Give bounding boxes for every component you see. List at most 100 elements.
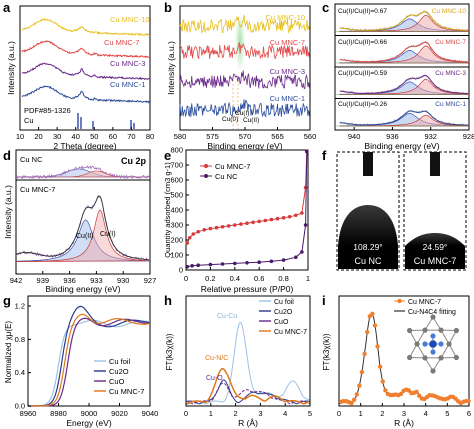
series-line (185, 367, 310, 405)
plot-frame (19, 5, 151, 131)
x-tick-labels: 0 1 2 3 4 5 (184, 403, 312, 418)
data-point (294, 213, 298, 218)
y-axis-label: Intensity (a.u.) (6, 41, 16, 95)
legend-label: Cu foil (109, 357, 131, 366)
series-label: Cu MNC-10 (110, 15, 150, 24)
legend-label: Cu MNC-7 (274, 329, 307, 336)
legend-label: Cu2O (274, 309, 293, 316)
carbon-atom (453, 354, 459, 361)
x-tick-label: 3 (402, 409, 406, 418)
bottom-sample-label: Cu MNC-7 (20, 185, 55, 194)
series-label: Cu MNC-7 (104, 38, 139, 47)
y-tick-label: 200 (170, 236, 183, 245)
y-axis-label: Intensity (a.u.) (3, 185, 13, 239)
panel-letter: h (164, 293, 172, 308)
y-axis-label: FT(k3χ(k)) (165, 333, 174, 370)
sample-label: Cu MNC-1 (435, 101, 466, 108)
cu-nc-spectrum (15, 165, 150, 180)
x-axis-label: R (Å) (238, 418, 258, 428)
plot-frame (185, 295, 311, 407)
plot-frame (15, 149, 151, 275)
series-label: Cu MNC-1 (270, 94, 305, 103)
legend-label: CuO (274, 319, 289, 326)
peak-highlight (235, 12, 245, 72)
data-point (416, 393, 422, 398)
panel-i: i Cu MNC-7 Cu-N4C4 fitting 0 1 2 3 4 5 6 R (Å)… (322, 293, 471, 428)
data-point (245, 261, 249, 265)
x-tick-label: 0 (337, 409, 341, 418)
raw-spectrum (15, 165, 150, 180)
y-tick-label: 0.0 (15, 402, 25, 411)
data-point (190, 264, 194, 268)
x-tick-label: 560 (304, 132, 317, 141)
y-axis-label: FT(k3χ(k)) (322, 333, 331, 370)
x-tick-label: 6 (467, 409, 471, 418)
data-point (351, 397, 357, 402)
x-tick-label: 70 (127, 132, 135, 141)
x-tick-labels: 0 1 2 3 4 5 6 (337, 403, 471, 418)
sample-label: Cu MNC-10 (432, 8, 467, 15)
legend-labels: Cu MNC-10 Cu MNC-7 Cu MNC-3 Cu MNC-1 (265, 13, 305, 103)
top-sample-label: Cu NC (20, 155, 43, 164)
data-point (303, 223, 308, 227)
legend-label: Cu NC (215, 172, 238, 181)
cu2-peak (15, 219, 150, 262)
data-point (196, 229, 200, 234)
angle-label: 108.29° (353, 242, 382, 252)
ratio-label: Cu(I)/Cu(II)=0.66 (338, 39, 387, 46)
legend-label: Cu MNC-7 (215, 162, 250, 171)
sample-labels: Cu MNC-10 Cu MNC-7 Cu MNC-3 Cu MNC-1 (432, 8, 467, 108)
carbon-atom (407, 354, 413, 361)
data-point (349, 400, 354, 406)
y-axis-label: Normalized χμ(E) (4, 321, 13, 383)
x-axis-label: Relative pressure (P/P0) (201, 284, 294, 294)
panel-letter: i (322, 293, 326, 308)
panel-d: d Cu NC Cu 2p Cu MNC-7 Cu(II) Cu(I) 942 9… (3, 148, 156, 294)
panel-f: f 108.29° Cu NC 24.59° Cu MNC-7 (322, 148, 467, 271)
panel-letter: e (164, 148, 171, 163)
data-point (275, 216, 280, 221)
legend: Cu MNC-7 Cu-N4C4 fitting (394, 298, 456, 316)
panel-g: g 8960 8980 9000 9020 9040 0.0 0.4 0.8 1.2 Cu f… (3, 293, 158, 428)
x-tick-label: 50 (90, 132, 98, 141)
legend: Cu foil Cu2O CuO Cu MNC-7 (94, 357, 144, 396)
series-line (179, 70, 310, 90)
x-tick-labels: 0 0.2 0.4 0.6 0.8 1 (184, 267, 310, 283)
series-label: Cu MNC-10 (265, 13, 305, 22)
x-tick-label: 575 (206, 132, 219, 141)
y-axis-label: Quantity adsorbed (cm3 g-1) (163, 162, 172, 258)
legend-label: Cu-N4C4 fitting (408, 309, 456, 316)
panel-a: a PDF#85-1326 Cu Cu MNC-10 Cu MNC-7 Cu M… (3, 0, 154, 151)
substrate (338, 246, 398, 269)
legend: Cu foil Cu2O CuO Cu MNC-7 (259, 299, 307, 336)
bond (416, 343, 426, 359)
data-point (208, 226, 213, 231)
data-point (257, 219, 262, 224)
panel-h: h 0 1 2 3 4 5 Cu-Cu Cu-N/C Cu-O Cu foil Cu2O … (164, 293, 312, 428)
copper-atom (429, 340, 437, 348)
x-tick-label: 4 (283, 409, 287, 418)
molecular-structure-inset (407, 314, 459, 374)
envelope (339, 110, 469, 126)
legend-label: CuO (109, 377, 125, 386)
y-tick-labels: 0 100 200 300 400 500 600 700 800 (170, 146, 189, 275)
annotation-cu-cu: Cu-Cu (217, 313, 237, 320)
envelope (339, 41, 468, 63)
carbon-atom (422, 355, 428, 361)
x-tick-label: 936 (386, 132, 399, 141)
y-tick-label: 400 (170, 206, 183, 215)
x-tick-label: 5 (445, 409, 449, 418)
data-point (269, 259, 274, 264)
annotation-cu1: Cu(I) (235, 110, 249, 117)
panel-e: e 0 0.2 0.4 0.6 0.8 1 0 100 200 300 400 500 600 700 8… (163, 146, 310, 295)
x-tick-label: 930 (117, 276, 130, 285)
series-line (28, 305, 151, 407)
x-tick-label: 933 (90, 276, 103, 285)
annotation-cu-o: Cu-O (206, 375, 223, 382)
data-point (196, 263, 200, 268)
ratio-label: Cu(I)/Cu(II)=0.67 (338, 8, 387, 15)
nitrogen-atom (430, 333, 436, 339)
sample-label: Cu MNC-7 (435, 39, 466, 46)
data-point (466, 398, 471, 404)
angle-label: 24.59° (423, 242, 448, 252)
